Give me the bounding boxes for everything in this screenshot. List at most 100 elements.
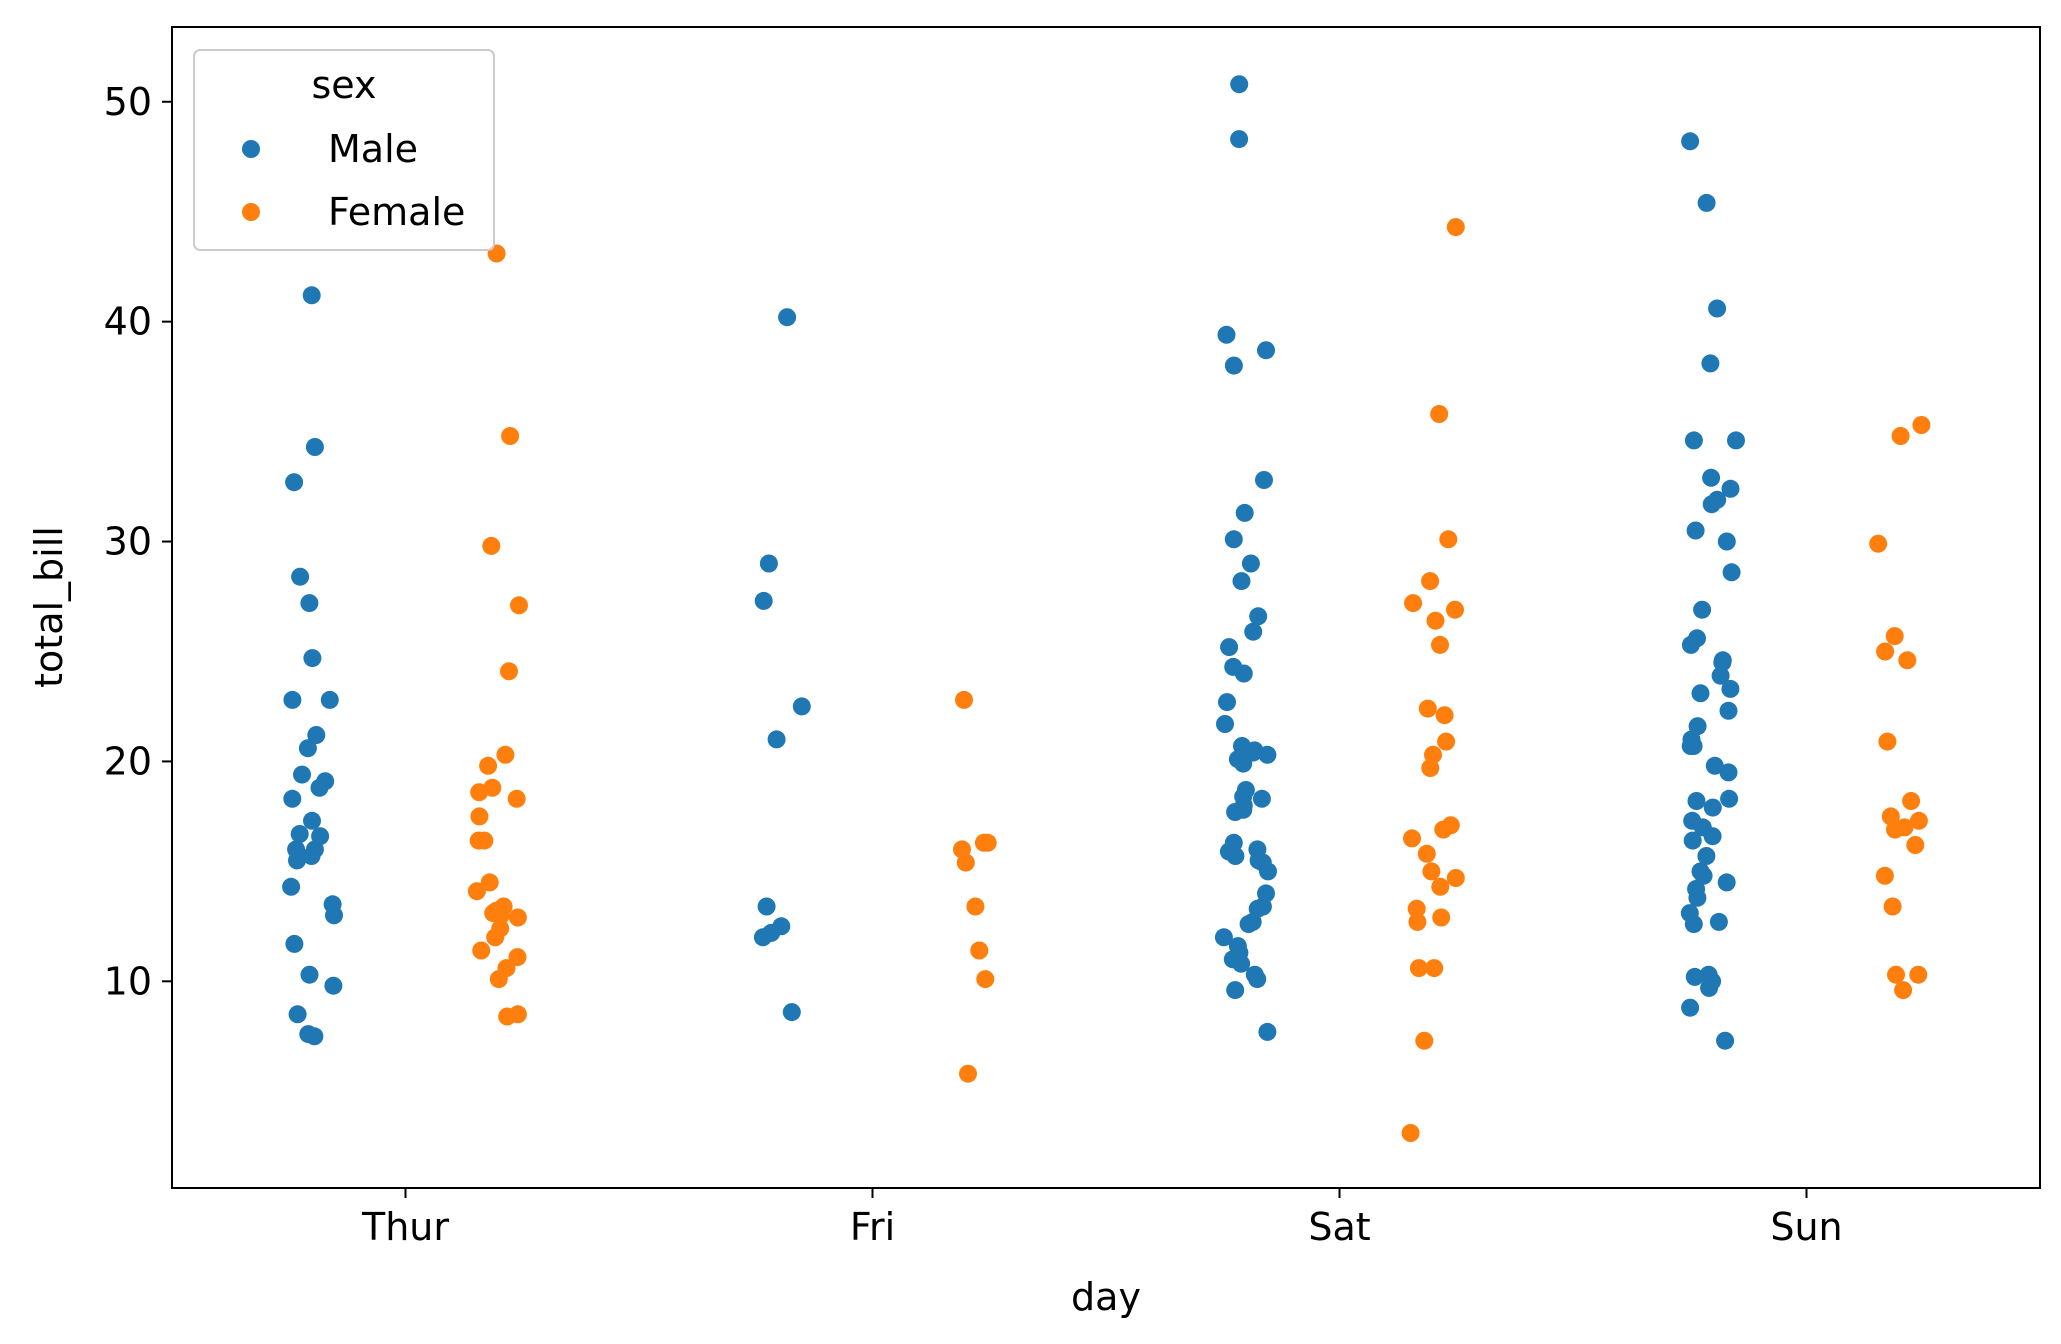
data-point <box>285 934 304 953</box>
data-point <box>966 897 985 916</box>
data-point <box>491 906 510 925</box>
data-point <box>288 851 306 870</box>
data-point <box>1681 998 1700 1017</box>
data-point <box>1421 759 1440 777</box>
data-point <box>1257 341 1275 360</box>
data-point <box>1437 732 1456 751</box>
data-point <box>1878 732 1897 751</box>
data-point <box>1431 877 1450 896</box>
legend-box <box>193 49 495 251</box>
data-point <box>1239 915 1258 934</box>
data-point <box>1685 967 1704 986</box>
data-point <box>974 833 993 852</box>
data-point <box>1214 928 1233 947</box>
y-tick-label: 40 <box>104 300 152 344</box>
data-point <box>1220 638 1239 657</box>
data-point <box>470 807 489 826</box>
data-point <box>288 1005 307 1024</box>
data-point <box>293 765 311 784</box>
data-point <box>302 286 321 305</box>
data-point <box>1909 965 1928 984</box>
data-point <box>1688 629 1706 648</box>
data-point <box>508 948 527 967</box>
data-point <box>1417 844 1436 863</box>
data-point <box>1409 959 1428 978</box>
data-point <box>298 739 317 758</box>
data-point <box>754 591 773 610</box>
data-point <box>1234 664 1253 683</box>
data-point <box>1430 405 1449 423</box>
data-point <box>1426 611 1445 630</box>
data-point <box>480 873 499 892</box>
data-point <box>1244 622 1263 641</box>
data-point <box>303 811 321 830</box>
data-point <box>1694 866 1713 885</box>
data-point <box>282 877 301 896</box>
data-point <box>305 1027 324 1046</box>
data-point <box>1415 1031 1434 1050</box>
data-point <box>1902 792 1921 810</box>
data-point <box>1248 970 1267 989</box>
data-point <box>1249 607 1268 626</box>
data-point <box>472 941 491 960</box>
data-point <box>792 697 811 716</box>
data-point <box>970 941 989 960</box>
data-point <box>325 906 343 925</box>
data-point <box>1883 897 1902 916</box>
data-point <box>300 965 319 984</box>
data-point <box>305 438 324 456</box>
data-point <box>1711 666 1730 685</box>
data-point <box>1693 600 1712 619</box>
data-point <box>1232 954 1251 973</box>
y-axis: 10 20 30 40 50 <box>104 80 172 1003</box>
data-point <box>1697 193 1716 212</box>
x-axis: Thur Fri Sat Sun <box>361 1188 1843 1249</box>
data-point <box>959 1064 977 1083</box>
data-point <box>1720 789 1739 808</box>
y-tick-label: 10 <box>104 959 152 1003</box>
data-point <box>1241 554 1260 573</box>
data-point <box>291 567 310 586</box>
data-point <box>1226 803 1245 821</box>
data-point <box>1703 827 1722 846</box>
data-point <box>1259 862 1277 881</box>
data-point <box>1234 754 1253 773</box>
data-point <box>1891 427 1910 445</box>
data-point <box>510 596 528 615</box>
data-point <box>976 970 995 989</box>
data-point <box>1258 745 1277 764</box>
data-point <box>496 745 515 764</box>
data-point <box>470 783 489 802</box>
data-point <box>1446 869 1465 887</box>
legend-label-male: Male <box>328 127 418 171</box>
x-tick-label: Thur <box>361 1205 449 1249</box>
data-point <box>507 789 526 808</box>
data-point <box>482 536 501 555</box>
data-point <box>1721 679 1740 698</box>
data-point <box>1688 888 1707 907</box>
series-male <box>282 75 1745 1050</box>
data-point <box>285 473 304 492</box>
data-point <box>1425 959 1444 978</box>
data-point <box>1235 503 1254 522</box>
data-point <box>1717 532 1736 551</box>
data-point <box>283 789 302 808</box>
data-point <box>501 427 520 445</box>
y-tick-label: 30 <box>104 520 152 564</box>
data-point <box>782 1003 801 1022</box>
data-point <box>320 690 339 709</box>
legend: sex Male Female <box>193 49 495 251</box>
data-point <box>1906 836 1925 854</box>
data-point <box>1435 706 1454 725</box>
data-point <box>1226 847 1245 865</box>
data-point <box>1217 325 1236 344</box>
data-point <box>1716 1031 1735 1050</box>
data-point <box>1713 653 1732 672</box>
data-point <box>1898 651 1917 670</box>
data-point <box>1708 299 1727 318</box>
data-point <box>1702 495 1721 514</box>
data-point <box>1722 563 1741 582</box>
data-point <box>1224 356 1243 375</box>
data-point <box>500 662 518 681</box>
